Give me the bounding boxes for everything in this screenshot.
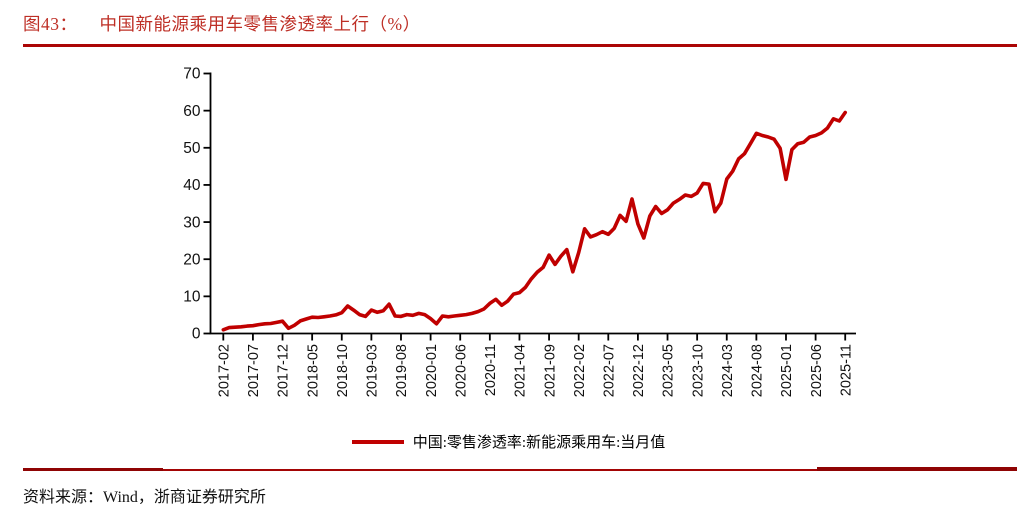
x-axis-tick-label: 2022-07 [601,344,617,397]
x-axis-tick-label: 2023-05 [661,344,677,397]
y-axis-tick-label: 50 [183,140,201,157]
y-axis-tick-label: 10 [183,289,201,306]
y-axis-tick-label: 0 [192,326,201,343]
x-axis-tick-label: 2021-04 [513,344,529,397]
y-axis-tick-label: 60 [183,103,201,120]
x-axis-tick-label: 2023-10 [690,344,706,397]
x-axis-tick-label: 2022-12 [631,344,647,397]
x-axis-tick-label: 2020-06 [453,344,469,397]
x-axis-tick-label: 2018-05 [305,344,321,397]
title-divider-rule [23,44,1017,47]
legend-series-label: 中国:零售渗透率:新能源乘用车:当月值 [412,435,666,451]
x-axis-tick-label: 2017-07 [246,344,262,397]
x-axis-tick-label: 2021-09 [542,344,558,397]
x-axis-tick-label: 2020-01 [424,344,440,397]
footer-divider-thick-left [23,468,163,471]
x-axis-tick-label: 2025-11 [838,344,854,396]
x-axis-tick-label: 2017-12 [276,344,292,397]
y-axis-tick-label: 40 [183,177,201,194]
chart-legend: 中国:零售渗透率:新能源乘用车:当月值 [0,431,1017,452]
x-axis-tick-label: 2019-03 [365,344,381,397]
footer-divider-thick-right [817,467,1017,471]
figure-title: 中国新能源乘用车零售渗透率上行（%） [99,14,421,34]
x-axis-tick-label: 2017-02 [217,344,233,397]
y-axis-tick-label: 70 [183,66,201,83]
x-axis-tick-label: 2025-01 [779,344,795,397]
x-axis-tick-label: 2025-06 [809,344,825,397]
footer-divider-thin [23,469,1017,471]
y-axis-tick-label: 20 [183,251,201,268]
legend-line-swatch [351,439,404,444]
x-axis-tick-label: 2024-08 [750,344,766,397]
figure-number-label: 图43： [23,14,78,34]
x-axis-tick-label: 2020-11 [483,344,499,396]
data-source-note: 资料来源：Wind，浙商证券研究所 [23,489,266,506]
x-axis-tick-label: 2024-03 [720,344,736,397]
x-axis-tick-label: 2022-02 [572,344,588,397]
x-axis-tick-label: 2019-08 [394,344,410,397]
figure-title-row: 图43： 中国新能源乘用车零售渗透率上行（%） [23,11,421,36]
axes [209,72,856,335]
x-axis-tick-label: 2018-10 [335,344,351,397]
y-axis-tick-label: 30 [183,214,201,231]
penetration-rate-line [221,110,848,332]
line-chart: 0 10 20 30 40 50 60 70 2017-02 2017-07 2017-12 2018… [183,66,856,397]
